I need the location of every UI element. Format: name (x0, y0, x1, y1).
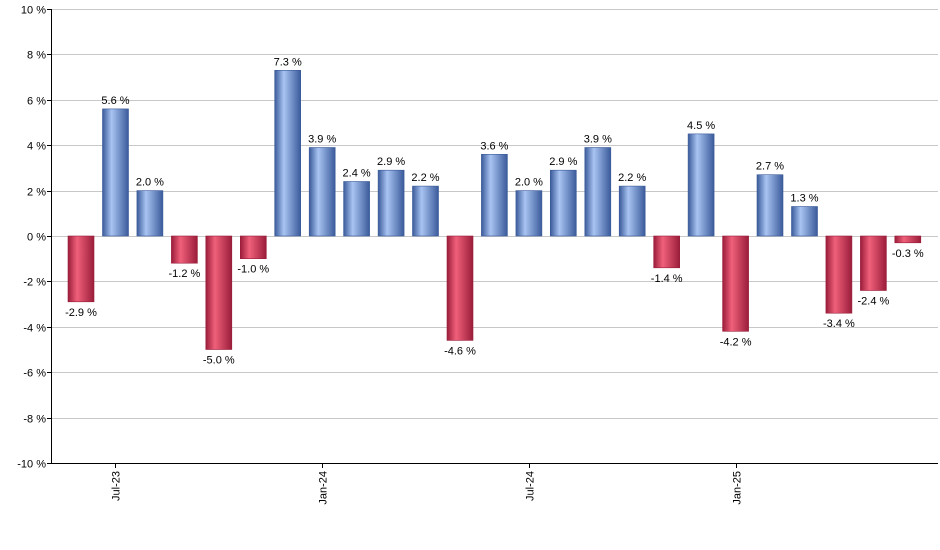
bar-may-25 (860, 235, 887, 291)
y-tick-label: 2 % (27, 187, 46, 199)
bar-feb-24 (343, 181, 370, 237)
bar-sep-23 (171, 235, 198, 264)
bar-value-label: -4.6 % (444, 345, 476, 357)
bar-value-label: 2.7 % (756, 161, 784, 173)
y-tick-label: -6 % (23, 368, 46, 380)
bar-mar-24 (377, 169, 405, 237)
bar-value-label: 5.6 % (101, 95, 129, 107)
bar-value-label: 3.9 % (308, 134, 336, 146)
bar-jan-24 (308, 147, 336, 237)
bars-layer (67, 70, 922, 350)
bar-may-24 (446, 235, 474, 341)
bar-value-label: -0.3 % (892, 248, 924, 260)
y-tick-label: 4 % (27, 141, 46, 153)
x-tick-label: Jul-24 (525, 471, 537, 501)
bar-aug-23 (136, 190, 164, 237)
bar-value-label: 3.9 % (584, 134, 612, 146)
bar-nov-24 (653, 235, 681, 269)
bar-nov-23 (240, 235, 267, 260)
bar-oct-23 (205, 235, 233, 350)
bar-value-label: -1.4 % (651, 273, 683, 285)
bar-jul-24 (515, 190, 543, 237)
bar-mar-25 (791, 206, 818, 237)
bar-sep-24 (584, 147, 612, 237)
x-tick-label: Jul-23 (111, 471, 123, 501)
y-tick-label: -2 % (23, 277, 46, 289)
x-tick-label: Jan-24 (318, 471, 330, 505)
bar-value-label: -3.4 % (823, 318, 855, 330)
bar-jul-23 (102, 108, 129, 237)
bar-jun-24 (481, 154, 508, 237)
bar-value-label: -5.0 % (203, 355, 235, 367)
y-tick-label: -4 % (23, 323, 46, 335)
bar-value-label: 2.2 % (411, 172, 439, 184)
y-tick-label: 8 % (27, 50, 46, 62)
bar-apr-25 (825, 235, 853, 314)
bar-oct-24 (618, 185, 646, 237)
bar-jun-23 (67, 235, 95, 303)
bar-value-label: -4.2 % (720, 336, 752, 348)
bar-value-label: 2.9 % (377, 156, 405, 168)
bar-value-label: 2.0 % (136, 177, 164, 189)
bar-value-label: 2.0 % (515, 177, 543, 189)
bar-value-label: 4.5 % (687, 120, 715, 132)
bar-value-label: 2.2 % (618, 172, 646, 184)
bar-value-label: 1.3 % (790, 193, 818, 205)
bar-value-label: -1.0 % (237, 264, 269, 276)
bar-value-label: 3.6 % (480, 140, 508, 152)
bar-value-label: 7.3 % (274, 56, 302, 68)
bar-apr-24 (412, 185, 439, 237)
x-tick-label: Jan-25 (732, 471, 744, 505)
bar-jun-25 (894, 235, 922, 244)
bar-jan-25 (722, 235, 749, 332)
y-tick-label: 0 % (27, 232, 46, 244)
axes-layer: 10 % 8 % 6 % 4 % 2 % 0 % -2 % -4 % -6 % -8 % -10 %… (17, 5, 938, 505)
bar-aug-24 (549, 169, 577, 237)
bar-value-label: -2.4 % (858, 296, 890, 308)
bar-value-label: 2.9 % (549, 156, 577, 168)
y-tick-label: 10 % (21, 5, 46, 17)
bar-dec-23 (274, 70, 302, 237)
y-tick-label: 6 % (27, 96, 46, 108)
bar-value-label: 2.4 % (343, 168, 371, 180)
bar-feb-25 (756, 174, 784, 237)
bar-value-label: -2.9 % (65, 307, 97, 319)
bar-value-label: -1.2 % (169, 268, 201, 280)
data-labels-layer: -2.9 % 5.6 % 2.0 % -1.2 % -5.0 % -1.0 % 7.3 % 3… (65, 56, 924, 366)
bar-dec-24 (687, 133, 715, 237)
y-tick-label: -10 % (17, 459, 46, 471)
y-tick-label: -8 % (23, 414, 46, 426)
